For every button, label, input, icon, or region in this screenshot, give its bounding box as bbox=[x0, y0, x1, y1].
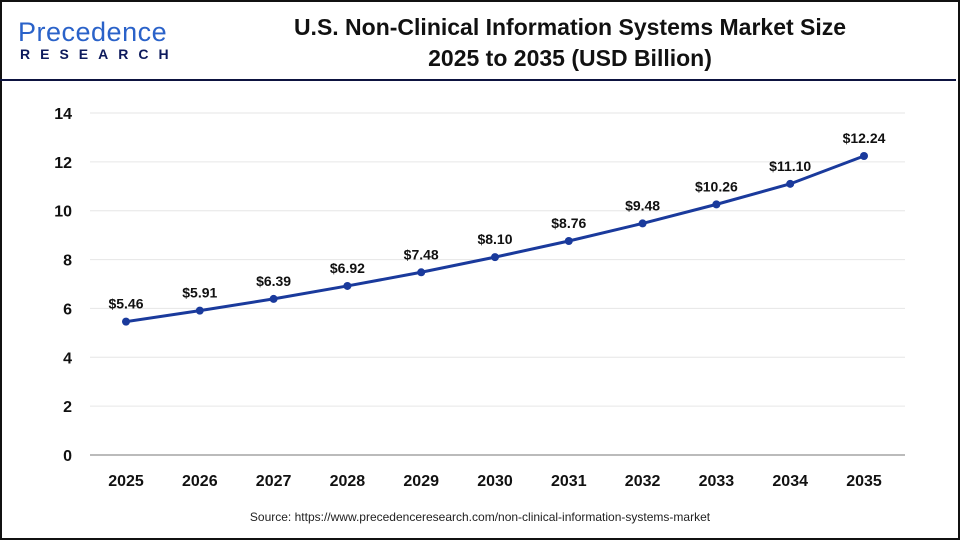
x-tick-label: 2028 bbox=[330, 473, 366, 490]
data-point bbox=[122, 317, 130, 326]
data-point bbox=[195, 306, 204, 315]
data-point bbox=[860, 151, 868, 160]
x-tick-label: 2033 bbox=[699, 473, 735, 490]
title-line1: U.S. Non-Clinical Information Systems Ma… bbox=[293, 14, 847, 40]
data-label: $12.24 bbox=[843, 130, 886, 146]
y-tick-label: 6 bbox=[63, 301, 72, 318]
data-point bbox=[564, 237, 573, 246]
x-tick-label: 2034 bbox=[772, 473, 808, 490]
x-tick-label: 2026 bbox=[182, 473, 218, 490]
x-tick-label: 2027 bbox=[256, 473, 292, 490]
source-note: Source: https://www.precedenceresearch.c… bbox=[249, 510, 711, 524]
data-point bbox=[786, 179, 795, 188]
x-tick-label: 2032 bbox=[625, 473, 661, 490]
data-label: $5.91 bbox=[182, 285, 217, 301]
data-label: $10.26 bbox=[695, 178, 738, 194]
data-label: $6.92 bbox=[330, 260, 365, 276]
data-label: $5.46 bbox=[108, 296, 143, 312]
data-label: $9.48 bbox=[625, 197, 660, 213]
data-point bbox=[491, 253, 499, 262]
logo-line1: Precedence bbox=[18, 17, 168, 47]
data-label: $11.10 bbox=[769, 158, 811, 174]
chart-title: U.S. Non-Clinical Information Systems Ma… bbox=[240, 12, 900, 74]
data-label: $7.48 bbox=[404, 246, 439, 262]
x-tick-label: 2031 bbox=[551, 473, 587, 490]
y-tick-label: 14 bbox=[54, 106, 72, 123]
x-tick-label: 2029 bbox=[403, 473, 439, 490]
y-tick-label: 10 bbox=[54, 204, 72, 221]
precedence-research-logo: Precedence RESEARCH bbox=[18, 18, 179, 62]
data-label: $8.10 bbox=[477, 231, 512, 247]
data-label: $8.76 bbox=[551, 215, 586, 231]
x-tick-label: 2030 bbox=[477, 473, 513, 490]
x-tick-label: 2025 bbox=[108, 473, 144, 490]
data-point bbox=[712, 200, 721, 209]
data-point bbox=[269, 294, 278, 303]
title-line2: 2025 to 2035 (USD Billion) bbox=[428, 45, 712, 71]
data-point bbox=[343, 281, 352, 290]
x-tick-label: 2035 bbox=[846, 473, 882, 490]
y-tick-label: 8 bbox=[63, 253, 72, 270]
data-point bbox=[417, 268, 426, 277]
logo-line2: RESEARCH bbox=[20, 46, 179, 62]
y-tick-label: 2 bbox=[63, 399, 72, 416]
y-tick-label: 0 bbox=[63, 448, 72, 465]
data-label: $6.39 bbox=[256, 273, 291, 289]
header: Precedence RESEARCH U.S. Non-Clinical In… bbox=[0, 0, 956, 81]
y-tick-label: 12 bbox=[54, 155, 72, 172]
data-point bbox=[638, 219, 647, 228]
y-tick-label: 4 bbox=[63, 350, 72, 367]
